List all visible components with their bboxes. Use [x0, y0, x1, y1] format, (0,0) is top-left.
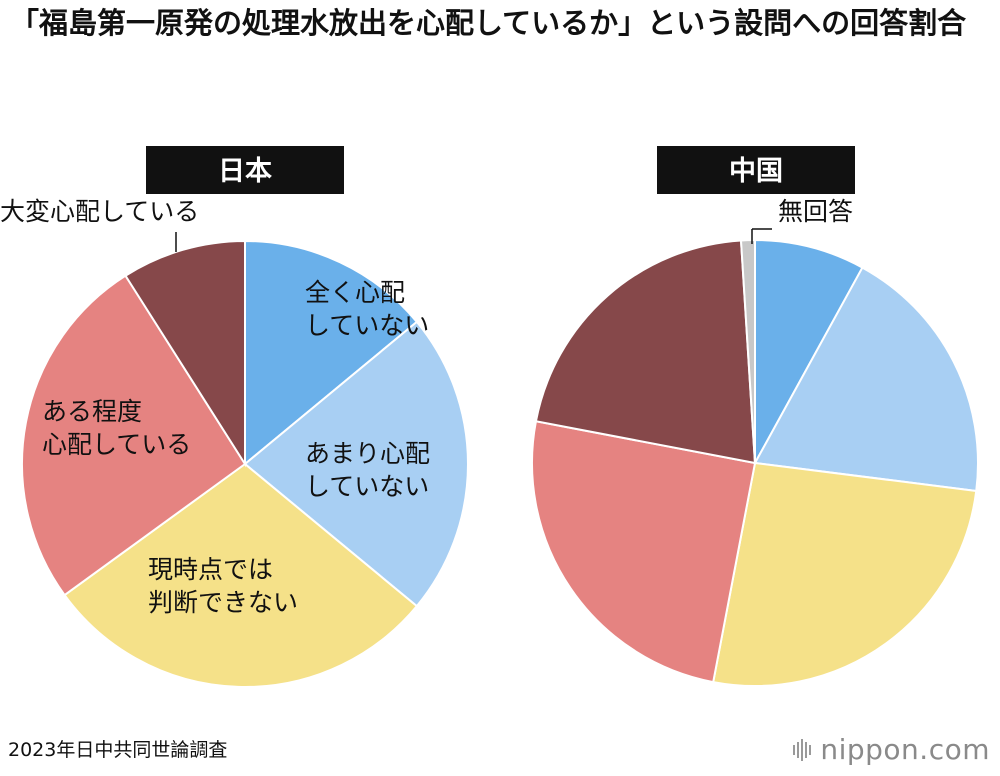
chart-header-box: [657, 146, 855, 194]
pie-slice: [712, 461, 978, 687]
pie-slice: [243, 320, 469, 608]
source-note: 2023年日中共同世論調査: [8, 739, 228, 761]
slice-label: 無回答: [778, 197, 853, 226]
pie-slice: [739, 238, 756, 464]
slice-label: 大変心配している: [0, 197, 199, 226]
chart-header-box: [146, 146, 344, 194]
slice-label: あまり心配していない: [305, 439, 430, 501]
pie-slice: [124, 239, 246, 468]
pie-slice: [531, 420, 757, 684]
pie-slice: [21, 274, 247, 597]
pie-slice: [244, 239, 419, 467]
chart-header-label: 日本: [218, 156, 272, 187]
pie-slice: [63, 462, 419, 688]
pie-slice: [534, 239, 757, 465]
slice-label: ある程度心配している: [42, 397, 191, 459]
pie-slice: [754, 238, 864, 464]
nippon-logo-icon: [793, 739, 812, 761]
chart-title: 「福島第一原発の処理水放出を心配しているか」という設問への回答割合: [10, 6, 967, 40]
brand-name: nippon.com: [820, 733, 990, 766]
brand-logo[interactable]: nippon.com: [792, 732, 990, 767]
slice-label: 全く心配していない: [305, 278, 429, 340]
slice-label: 現時点では判断できない: [148, 555, 298, 617]
chart-header-label: 中国: [729, 156, 783, 187]
pie-slice: [753, 266, 979, 493]
